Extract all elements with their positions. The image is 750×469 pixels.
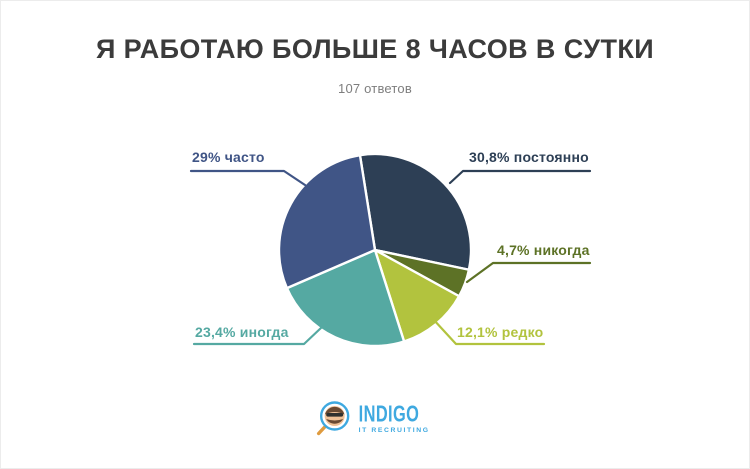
pie-label-never: 4,7% никогда — [497, 242, 590, 258]
leader-lines — [189, 169, 592, 346]
leader-line-never — [465, 261, 592, 284]
leader-line-often — [189, 169, 307, 187]
chart-title: Я РАБОТАЮ БОЛЬШЕ 8 ЧАСОВ В СУТКИ — [95, 34, 655, 64]
magnifier-avatar-icon — [316, 401, 350, 436]
pie-label-rarely: 12,1% редко — [457, 324, 544, 340]
logo-name: INDIGO — [358, 401, 420, 427]
pie-label-often: 29% часто — [192, 149, 265, 165]
pie-slice-sometimes — [285, 248, 406, 348]
pie-slices — [277, 152, 473, 348]
logo-text: INDIGO IT RECRUITING — [358, 401, 437, 435]
pie-slice-constantly — [358, 152, 473, 271]
pie-slice-rarely — [373, 248, 461, 343]
leader-line-constantly — [448, 169, 592, 185]
pie-label-constantly: 30,8% постоянно — [469, 149, 589, 165]
indigo-logo: INDIGO IT RECRUITING — [314, 397, 437, 441]
pie-slice-often — [277, 153, 377, 290]
logo-tagline: IT RECRUITING — [358, 426, 430, 434]
chart-subtitle: 107 ответов — [338, 81, 412, 96]
pie-label-sometimes: 23,4% иногда — [195, 324, 289, 340]
leader-line-sometimes — [192, 325, 324, 346]
leader-line-rarely — [431, 317, 546, 346]
